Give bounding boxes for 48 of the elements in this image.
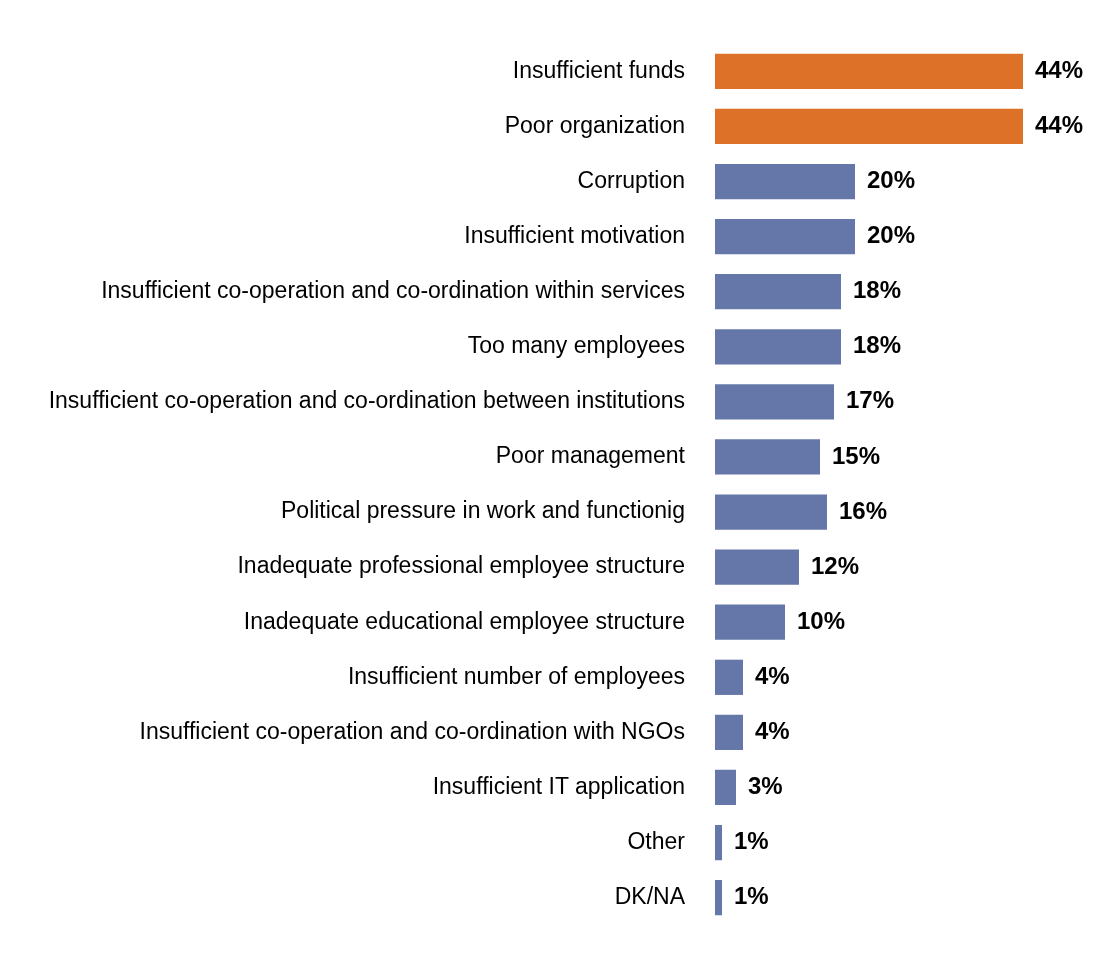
y-tick-label: Insufficient IT application	[432, 772, 685, 799]
bar	[715, 329, 841, 365]
bar	[715, 714, 743, 751]
bar	[715, 163, 855, 200]
y-tick-label: Poor organization	[504, 111, 685, 138]
bar	[715, 53, 1023, 89]
data-label: 3%	[748, 772, 783, 800]
y-tick-label: Inadequate educational employee structure	[243, 607, 685, 634]
data-label: 20%	[867, 166, 916, 194]
data-label: 4%	[755, 661, 790, 689]
data-label: 1%	[734, 882, 769, 910]
data-label: 20%	[867, 221, 916, 249]
y-tick-label: Inadequate professional employee structure	[237, 552, 685, 579]
data-label: 4%	[755, 717, 790, 745]
bar	[715, 218, 855, 255]
y-tick-label: Insufficient co-operation and co-ordination between institutions	[48, 387, 685, 414]
data-label: 12%	[811, 551, 860, 579]
y-tick-label: Insufficient motivation	[464, 221, 685, 248]
bar	[715, 604, 785, 640]
y-tick-label: Poor management	[495, 442, 686, 469]
bar	[715, 494, 827, 530]
data-label: 16%	[839, 496, 888, 524]
y-tick-label: Insufficient co-operation and co-ordination with NGOs	[139, 717, 685, 744]
data-label: 44%	[1035, 111, 1084, 139]
bar	[715, 439, 820, 475]
y-tick-label: Political pressure in work and functionig	[281, 497, 685, 524]
y-tick-label: Other	[627, 827, 686, 854]
bar	[715, 769, 736, 806]
data-label: 17%	[846, 386, 895, 414]
y-tick-label: Insufficient co-operation and co-ordination within services	[101, 277, 685, 304]
y-tick-label: Corruption	[577, 166, 685, 193]
bar	[715, 824, 722, 861]
data-label: 18%	[853, 276, 902, 304]
data-label: 44%	[1035, 55, 1084, 83]
bar	[715, 880, 722, 916]
data-label: 1%	[734, 827, 769, 855]
bar	[715, 384, 834, 420]
data-label: 10%	[797, 606, 846, 634]
data-label: 18%	[853, 331, 902, 359]
y-tick-label: DK/NA	[614, 883, 686, 909]
bar	[715, 108, 1023, 145]
y-tick-label: Too many employees	[467, 332, 685, 359]
y-tick-label: Insufficient funds	[512, 56, 685, 83]
bar	[715, 659, 743, 695]
y-tick-label: Insufficient number of employees	[347, 662, 685, 689]
bar	[715, 274, 841, 310]
bar	[715, 549, 799, 585]
data-label: 15%	[832, 441, 881, 469]
